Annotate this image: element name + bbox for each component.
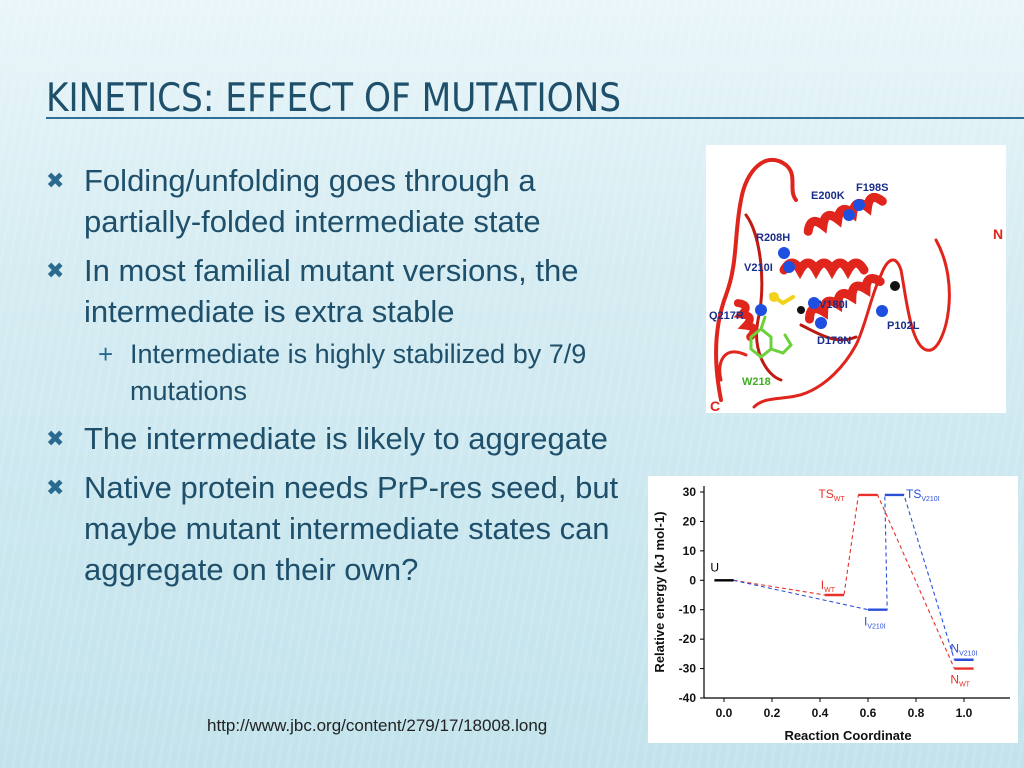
label-n-term: N	[993, 226, 1003, 242]
label-e200k: E200K	[811, 190, 845, 202]
label-c-term: C	[710, 398, 720, 413]
bullet-text: Native protein needs PrP-res seed, but m…	[84, 470, 619, 587]
bullet-list: ✖ Folding/unfolding goes through a parti…	[46, 160, 646, 598]
y-axis-label: Relative energy (kJ mol-1)	[652, 511, 667, 672]
x-bullet-icon: ✖	[46, 168, 65, 193]
x-bullet-icon: ✖	[46, 258, 65, 283]
label-v210i: V210I	[744, 262, 773, 274]
label-f198s: F198S	[856, 182, 888, 194]
y-tick-label: -30	[679, 662, 697, 676]
label-d178n: D178N	[817, 335, 851, 347]
mutation-dot-d178n	[815, 317, 827, 329]
backbone-coil	[744, 213, 783, 382]
backbone-coil	[714, 158, 798, 402]
plus-bullet-icon: +	[98, 339, 114, 369]
x-bullet-icon: ✖	[46, 475, 65, 500]
slide-title: KINETICS: EFFECT OF MUTATIONS	[46, 76, 622, 121]
mutation-dot-e200k	[843, 209, 855, 221]
mutation-dot-v180i	[808, 297, 820, 309]
bullet-text: In most familial mutant versions, the in…	[84, 253, 579, 329]
mutation-dot-p102l	[876, 305, 888, 317]
mutation-dot-v210i	[783, 261, 795, 273]
bullet-item: ✖ The intermediate is likely to aggregat…	[46, 418, 646, 459]
x-tick-label: 0.8	[908, 706, 925, 720]
x-tick-label: 1.0	[956, 706, 973, 720]
bullet-item: ✖ Folding/unfolding goes through a parti…	[46, 160, 646, 242]
mutation-dot-f198s	[853, 199, 865, 211]
black-dot	[890, 281, 900, 291]
level-label-iwt: IWT	[821, 578, 836, 594]
level-label-iv: IV210I	[864, 615, 886, 631]
energy-path-v210i	[733, 494, 955, 660]
mutation-dot-q217r	[755, 304, 767, 316]
source-link[interactable]: http://www.jbc.org/content/279/17/18008.…	[207, 716, 548, 735]
bullet-item: ✖ Native protein needs PrP-res seed, but…	[46, 467, 646, 590]
energy-chart-svg: 30 20 10 0 -10 -20 -30 -40 0.0 0.2 0.4 0.6 0.8 1.0 U…	[652, 485, 1010, 743]
yellow-dot	[769, 292, 779, 302]
mutation-dot-r208h	[778, 247, 790, 259]
protein-structure-svg: F198S E200K R208H V210I V180I Q217R D178…	[709, 158, 1003, 414]
sub-bullet-text: Intermediate is highly stabilized by 7/9…	[130, 339, 587, 406]
y-tick-label: -40	[679, 691, 697, 705]
protein-structure-figure: F198S E200K R208H V210I V180I Q217R D178…	[706, 145, 1006, 414]
level-label-nv: NV210I	[950, 642, 977, 658]
energy-chart: 30 20 10 0 -10 -20 -30 -40 0.0 0.2 0.4 0.6 0.8 1.0 U…	[648, 476, 1018, 743]
label-v180i: V180I	[819, 299, 848, 311]
x-tick-label: 0.0	[716, 706, 733, 720]
y-tick-label: 0	[689, 573, 696, 587]
helix-3	[805, 274, 885, 324]
y-tick-label: 10	[683, 544, 697, 558]
label-w218: W218	[742, 376, 771, 388]
level-label-nwt: NWT	[950, 673, 970, 689]
y-tick-label: 30	[683, 485, 697, 499]
x-bullet-icon: ✖	[46, 426, 65, 451]
x-axis-label: Reaction Coordinate	[784, 728, 911, 743]
label-q217r: Q217R	[709, 310, 744, 322]
label-r208h: R208H	[756, 232, 790, 244]
level-label-tsv: TSV210I	[906, 487, 940, 503]
helix-4	[733, 299, 758, 341]
x-tick-label: 0.4	[812, 706, 829, 720]
sub-bullet-item: + Intermediate is highly stabilized by 7…	[46, 336, 646, 410]
title-underline	[46, 117, 1024, 119]
bullet-text: Folding/unfolding goes through a partial…	[84, 163, 541, 239]
backbone-coil	[752, 238, 951, 409]
energy-path-wt	[733, 494, 955, 669]
level-label-tswt: TSWT	[818, 487, 845, 503]
y-tick-label: 20	[683, 514, 697, 528]
backbone-coil	[799, 323, 858, 342]
bullet-item: ✖ In most familial mutant versions, the …	[46, 250, 646, 332]
backbone-coil	[718, 350, 748, 382]
label-p102l: P102L	[887, 320, 920, 332]
y-tick-label: -10	[679, 603, 697, 617]
level-label-u: U	[710, 560, 719, 574]
x-tick-label: 0.2	[764, 706, 781, 720]
black-dot	[797, 306, 805, 314]
helix-2	[803, 192, 887, 236]
y-tick-label: -20	[679, 632, 697, 646]
x-tick-label: 0.6	[860, 706, 877, 720]
w218-side-chain	[749, 315, 793, 359]
helix-1	[779, 258, 869, 280]
bullet-text: The intermediate is likely to aggregate	[84, 421, 608, 456]
